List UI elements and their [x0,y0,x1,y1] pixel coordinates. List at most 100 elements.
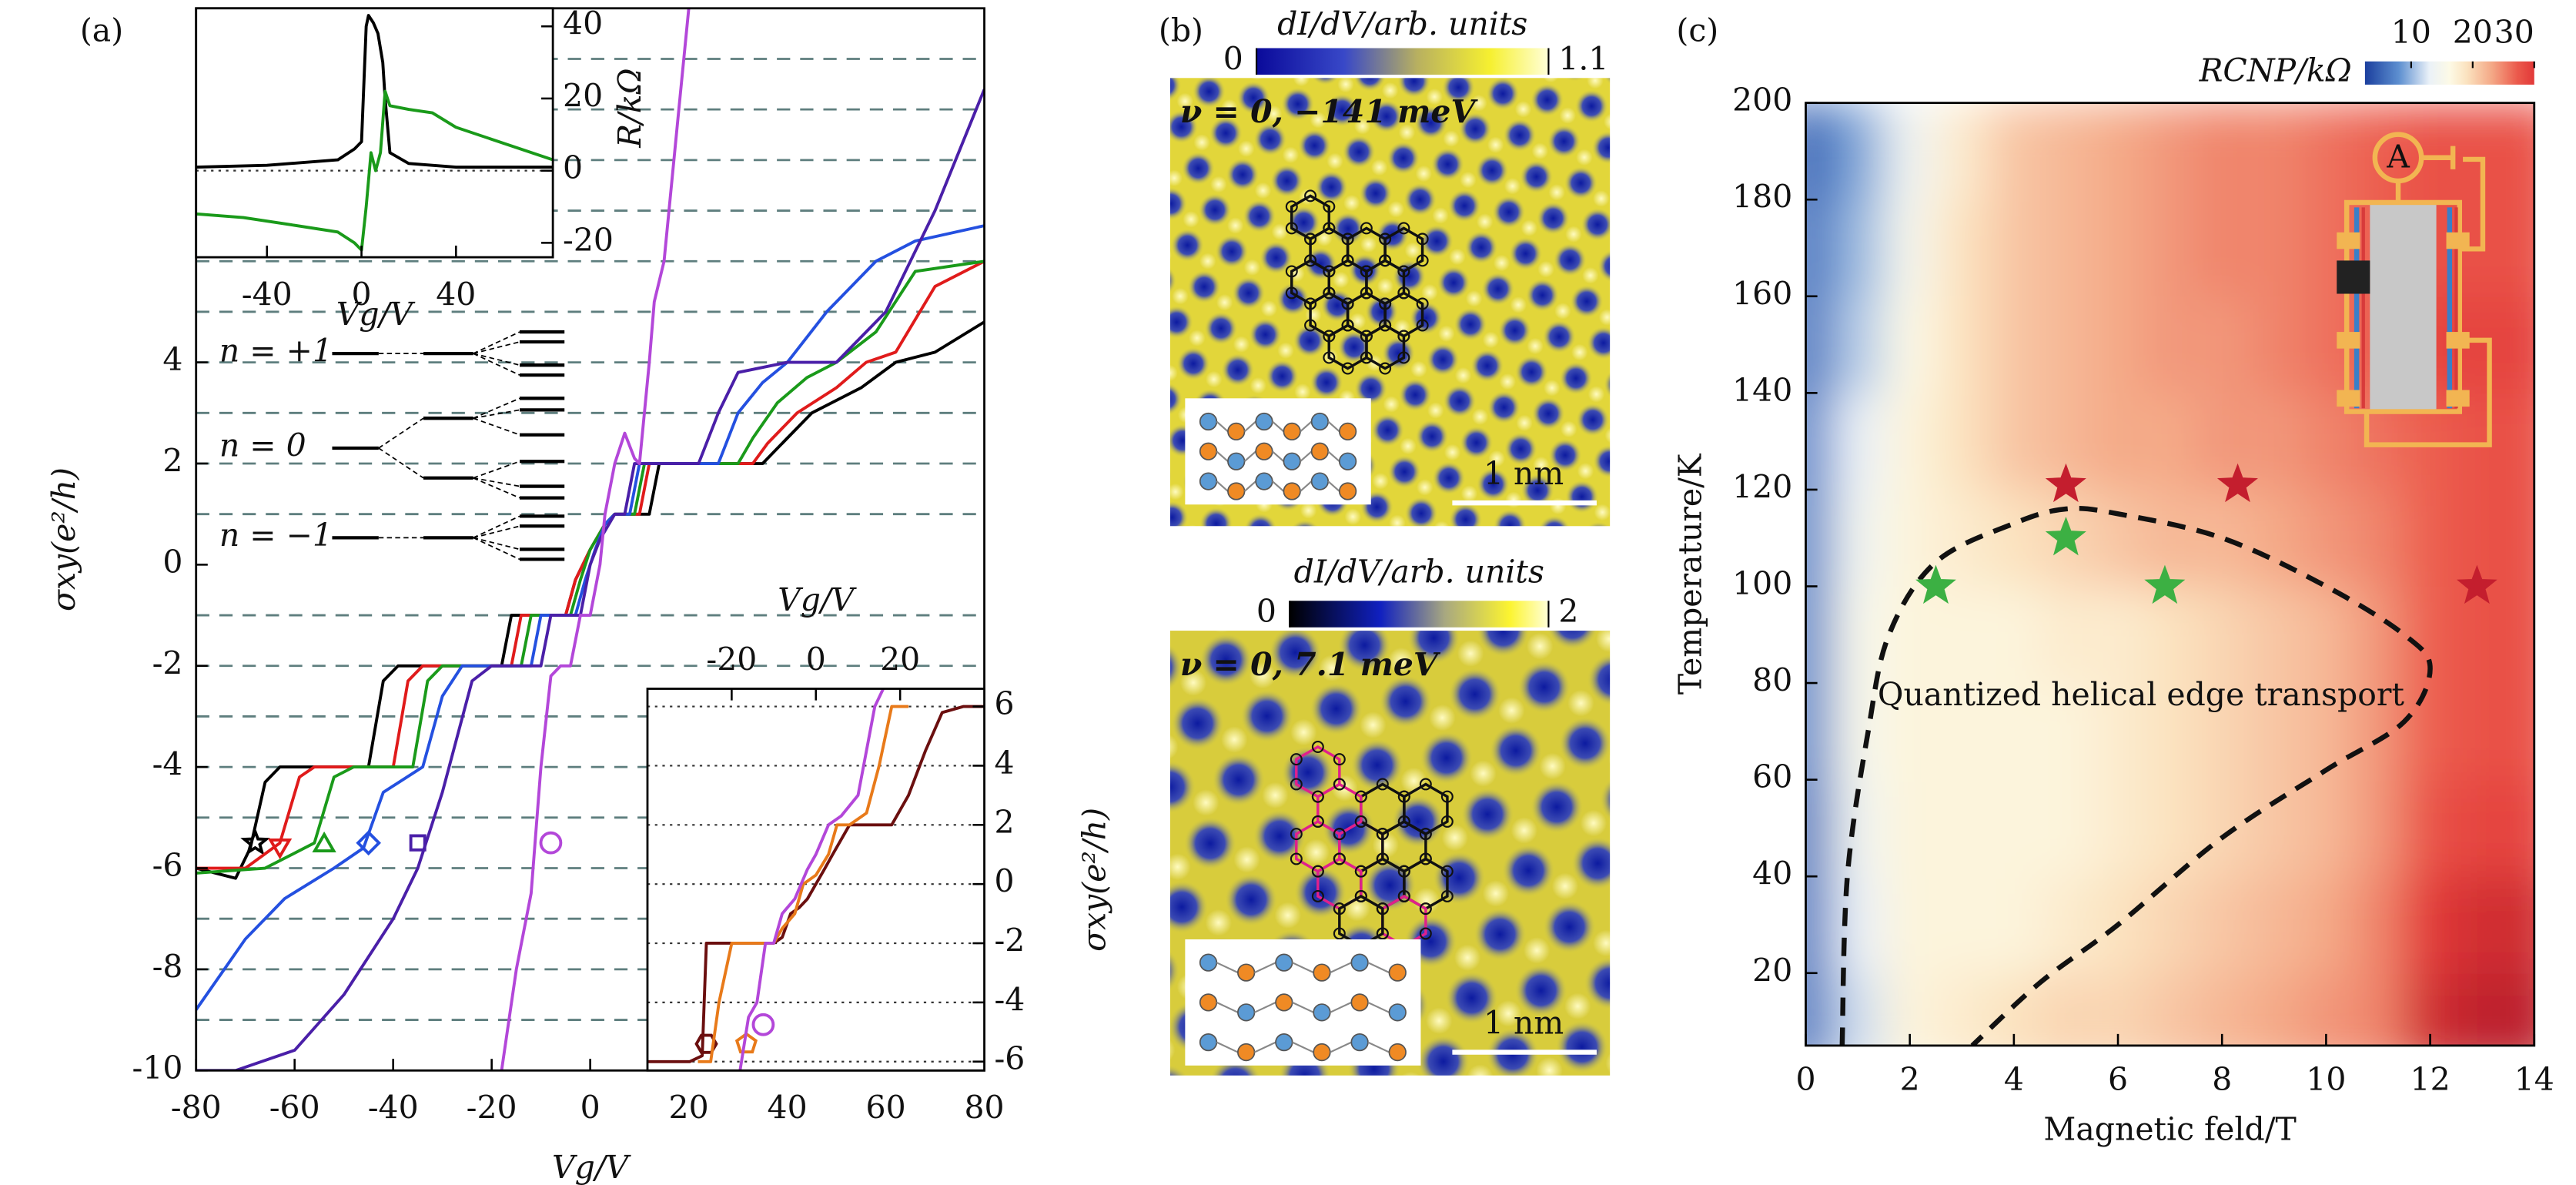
x-tick-label: 40 [768,1090,808,1126]
heatmap-cell [2351,681,2405,781]
heatmap-cell [2091,102,2145,201]
x-tick-label: 4 [2004,1061,2024,1098]
heatmap-cell [2195,585,2250,685]
heatmap-cell [1935,778,1989,878]
marker [2144,564,2186,604]
heatmap-cell [2351,972,2405,1046]
heatmap-cell [2299,488,2354,587]
heatmap-cell [1986,392,2041,490]
colorbar-tick-label: 20 [2453,14,2493,51]
heatmap-cell [2299,778,2354,878]
lattice-site [1255,412,1273,431]
heatmap-cell [2195,972,2250,1046]
lattice-atom [1397,865,1410,878]
lattice-atom [1285,200,1298,213]
lattice-atom [1379,297,1392,310]
heatmap-cell [1805,972,1833,1046]
lattice-bond [1254,1041,1276,1053]
heatmap-cell [2246,585,2301,685]
x-tick-label: 0 [352,276,372,313]
contact [2337,232,2360,249]
lattice-atom [1333,778,1346,791]
lattice-bond [1216,420,1229,433]
level-link [473,331,520,354]
lattice-atom [1304,189,1317,203]
lattice-site [1275,953,1293,972]
heatmap-cell [1935,199,1989,297]
lattice-atom [1416,297,1429,310]
lattice-atom [1416,319,1429,332]
lattice-site [1199,1033,1218,1052]
lattice-site [1199,412,1218,431]
heatmap-cell [1805,778,1833,878]
ammeter-label: A [2386,138,2410,175]
y-tick-label: -8 [152,948,183,985]
lattice-bond [1272,480,1285,492]
lattice-atom [1323,200,1336,213]
heatmap-cell [1831,102,1885,201]
marker [734,1032,758,1054]
lattice-atom [1285,286,1298,300]
heatmap-cell [2507,295,2534,394]
heatmap-cell [2455,972,2510,1046]
y-tick-label: -4 [152,746,183,783]
heatmap-cell [2091,295,2145,394]
lattice-bond [1254,962,1276,974]
lattice-bond [1272,420,1285,433]
lattice-atom [1397,889,1410,902]
lattice-atom [1397,790,1410,803]
heatmap-cell [2507,972,2534,1046]
heatmap-cell [2195,778,2250,878]
image-caption: ν = 0, −141 meV [1180,93,1479,130]
lattice-atom [1419,927,1432,940]
y-tick-label: 120 [1732,468,1792,505]
plot-area [1805,102,2534,1046]
lattice-atom [1323,330,1336,343]
device-schematic [2337,132,2492,447]
lattice-atom [1419,902,1432,916]
heatmap-cell [2299,585,2354,685]
heatmap-cell [1831,972,1885,1046]
lattice-site [1388,1043,1407,1062]
lattice-atom [1397,265,1410,278]
heatmap-cell [1986,875,2041,974]
wire [2421,146,2456,169]
x-tick-label: 14 [2514,1061,2554,1098]
lattice-site [1227,452,1246,470]
lattice-bond [1327,450,1340,463]
y-axis-label: Temperature/K [1671,453,1708,695]
marker [312,831,336,853]
lattice-site [1388,1003,1407,1022]
heatmap-cell [1831,681,1885,781]
data-line [196,14,554,169]
data-line [196,89,554,252]
image-caption: ν = 0, 7.1 meV [1180,646,1441,683]
heatmap-cell [1935,681,1989,781]
lattice-atom [1333,753,1346,766]
lattice-bond [1330,962,1352,974]
heatmap-cell [1882,875,1937,974]
lattice-hexagon [1383,226,1424,273]
heatmap-cell [1935,102,1989,201]
lattice-hexagon [1295,745,1341,798]
lattice-bond [1330,1041,1352,1053]
lattice-bond [1216,450,1229,463]
x-axis-label: Vg/V [552,1149,632,1185]
panel-label: (a) [80,12,123,49]
lattice-atom [1397,330,1410,343]
heatmap-cell [2507,681,2534,781]
heatmap-cell [1805,295,1833,394]
heatmap-cell [2299,972,2354,1046]
heatmap-cell [1935,392,1989,490]
heatmap-cell [2403,972,2457,1046]
heatmap-cell [2507,875,2534,974]
lattice-site [1310,442,1330,460]
lattice-bond [1367,1041,1390,1053]
heatmap-cell [2507,585,2534,685]
x-tick-label: 0 [806,641,826,678]
heatmap-cell [2246,102,2301,201]
heatmap-cell [1882,392,1937,490]
heatmap-cell [2091,681,2145,781]
y-tick-label: 0 [563,149,583,186]
x-axis-label: Vg/V [778,581,858,618]
